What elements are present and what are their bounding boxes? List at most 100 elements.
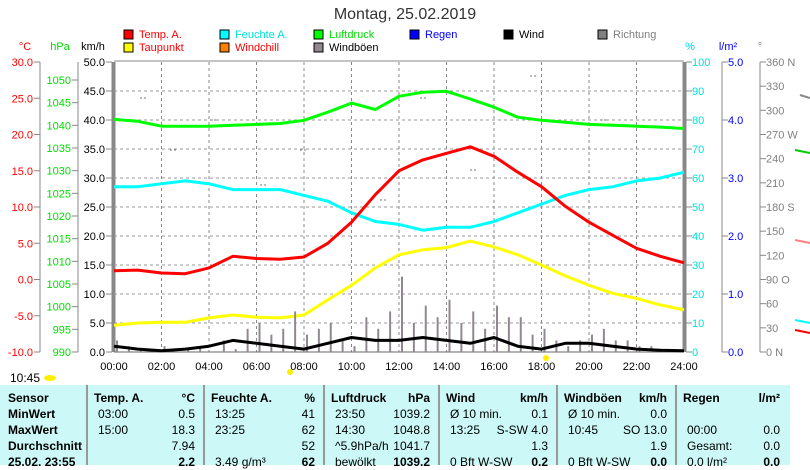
temp-unit: °C (19, 41, 31, 53)
x-tick-label: 02:00 (148, 361, 176, 373)
legend-label: Temp. A. (139, 29, 182, 41)
cell-value: 0.1 (531, 406, 548, 422)
cell-value: 2.2 (178, 454, 195, 470)
cell-label: 25.02. 23:55 (8, 454, 75, 470)
table-cell (677, 406, 788, 422)
cell-label: Luftdruck (331, 390, 386, 406)
direction-tick-label: 360 N (766, 57, 795, 69)
cell-label: MinWert (8, 406, 55, 422)
legend-swatch (504, 30, 513, 39)
table-cell: 13:25 S-SW 4.0 (440, 422, 556, 438)
temp-tick-label: 25.0 (12, 93, 33, 105)
cell-value: 0.0 (650, 454, 667, 470)
table-header: Feuchte A.% (205, 390, 323, 406)
humidity-tick-label: 50 (692, 202, 704, 214)
rain-unit: l/m² (719, 41, 738, 53)
temp-tick-label: -10.0 (8, 347, 33, 359)
legend-label: Windböen (329, 42, 379, 54)
cell-value: 1039.2 (393, 406, 430, 422)
table-header: Temp. A.°C (88, 390, 203, 406)
direction-tick-label: 210 (766, 178, 784, 190)
x-tick-label: 06:00 (243, 361, 271, 373)
direction-tick-label: 90 O (766, 275, 790, 287)
direction-tick-label: 120 (766, 250, 784, 262)
legend-label: Feuchte A. (235, 29, 288, 41)
table-cell: MinWert (0, 406, 86, 422)
table-cell: bewölkt 1039.2 (325, 454, 438, 470)
legend-label: Wind (519, 29, 544, 41)
side-panel-mark (795, 240, 810, 243)
legend-swatch (314, 30, 323, 39)
humidity-tick-label: 10 (692, 318, 704, 330)
temp-tick-label: 0.0 (18, 275, 33, 287)
humidity-tick-label: 30 (692, 260, 704, 272)
table-cell: 23:50 1039.2 (325, 406, 438, 422)
cell-label: Temp. A. (94, 390, 143, 406)
rain-tick-label: 2.0 (728, 231, 743, 243)
cell-label: bewölkt (335, 454, 376, 470)
direction-tick-label: 60 (766, 299, 778, 311)
cell-label: 23:50 (335, 406, 365, 422)
cell-value: 0.2 (531, 454, 548, 470)
cell-value: 41 (302, 406, 315, 422)
cell-label: 13:25 (450, 422, 480, 438)
cell-value: 18.3 (172, 422, 195, 438)
side-panel-mark (795, 330, 810, 333)
table-cell: MaxWert (0, 422, 86, 438)
pressure-tick-label: 995 (53, 324, 71, 336)
table-cell: 25.02. 23:55 (0, 454, 86, 470)
cell-value: 1039.2 (393, 454, 430, 470)
humidity-tick-label: 0 (692, 347, 698, 359)
rain-tick-label: 1.0 (728, 289, 743, 301)
wind-tick-label: 25.0 (84, 202, 105, 214)
direction-tick-label: 300 (766, 105, 784, 117)
table-cell: Ø 10 min. 0.1 (440, 406, 556, 422)
humidity-tick-label: 40 (692, 231, 704, 243)
temp-tick-label: 20.0 (12, 130, 33, 142)
cell-label: 14:30 (335, 422, 365, 438)
rain-tick-label: 3.0 (728, 173, 743, 185)
legend-label: Richtung (613, 29, 656, 41)
pressure-tick-label: 1025 (47, 188, 71, 200)
cell-label: Sensor (8, 390, 49, 406)
humidity-tick-label: 20 (692, 289, 704, 301)
temp-tick-label: 10.0 (12, 202, 33, 214)
x-tick-label: 00:00 (100, 361, 128, 373)
wind-tick-label: 40.0 (84, 115, 105, 127)
legend-label: Windchill (235, 42, 279, 54)
direction-tick-label: 330 (766, 81, 784, 93)
pressure-tick-label: 990 (53, 347, 71, 359)
pressure-tick-label: 1020 (47, 211, 71, 223)
humidity-tick-label: 100 (692, 57, 710, 69)
cell-label: ^5.9hPa/h (335, 438, 389, 454)
table-cell: 1.9 (558, 438, 675, 454)
cell-value: S-SW 4.0 (497, 422, 548, 438)
cell-label: Ø 10 min. (450, 406, 502, 422)
cell-label: 00:00 (687, 422, 717, 438)
x-tick-label: 18:00 (528, 361, 556, 373)
table-header: Sensor (0, 390, 86, 406)
table-cell: 23:25 62 (205, 422, 323, 438)
cell-label: 23:25 (215, 422, 245, 438)
temp-tick-label: 5.0 (18, 238, 33, 250)
cell-value: 0.0 (763, 438, 780, 454)
table-cell: 7.94 (88, 438, 203, 454)
cell-value: 62 (302, 422, 315, 438)
wind-tick-label: 30.0 (84, 173, 105, 185)
cell-value: 1.9 (650, 438, 667, 454)
sunset-icon (543, 355, 549, 361)
wind-tick-label: 0.0 (90, 347, 105, 359)
cell-value: 52 (302, 438, 315, 454)
